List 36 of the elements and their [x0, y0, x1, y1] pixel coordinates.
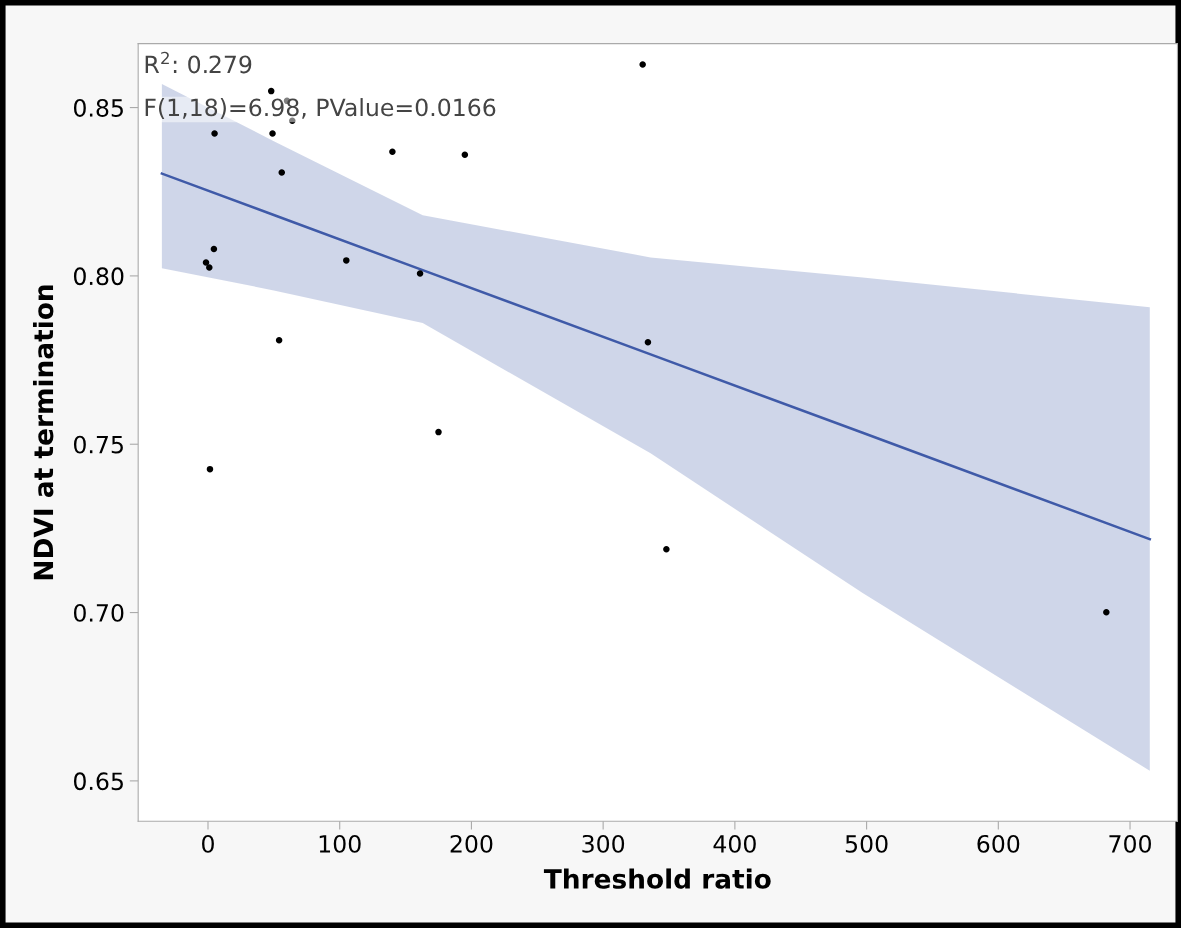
y-tick-label: 0.65 — [73, 772, 123, 791]
x-tick-label: 300 — [582, 834, 625, 853]
x-axis-title: Threshold ratio — [543, 868, 771, 889]
annotation: F(1,18)=6.98, PValue=0.0166 — [145, 98, 496, 120]
point — [206, 264, 213, 271]
x-tick-label: 100 — [319, 834, 361, 853]
point — [416, 270, 424, 277]
point — [275, 336, 283, 344]
line-series — [160, 172, 1152, 541]
point — [267, 87, 275, 95]
x-tick-label: 600 — [977, 834, 1020, 853]
point — [389, 148, 396, 155]
point — [211, 130, 218, 137]
x-tick-label: 200 — [450, 834, 493, 853]
point — [1103, 608, 1110, 616]
point — [644, 338, 652, 346]
point — [206, 465, 214, 473]
point — [278, 169, 286, 176]
y-tick-label: 0.80 — [73, 267, 124, 286]
point — [269, 130, 276, 137]
y-axis-title: NDVI at termination — [32, 285, 54, 580]
point — [461, 151, 469, 158]
point — [202, 259, 210, 266]
point — [210, 245, 218, 253]
point — [663, 546, 670, 553]
y-tick-label: 0.70 — [73, 604, 124, 622]
point — [343, 257, 350, 264]
point — [639, 61, 646, 68]
x-tick-label: 500 — [845, 834, 888, 853]
y-tick-label: 0.85 — [73, 99, 123, 117]
y-tick-label: 0.75 — [73, 435, 123, 454]
point — [435, 428, 442, 436]
annotation: R$^{2}$: 0.279 — [145, 51, 252, 74]
x-tick-label: 0 — [202, 834, 214, 853]
x-tick-label: 400 — [713, 834, 756, 853]
x-tick-label: 700 — [1109, 834, 1151, 853]
